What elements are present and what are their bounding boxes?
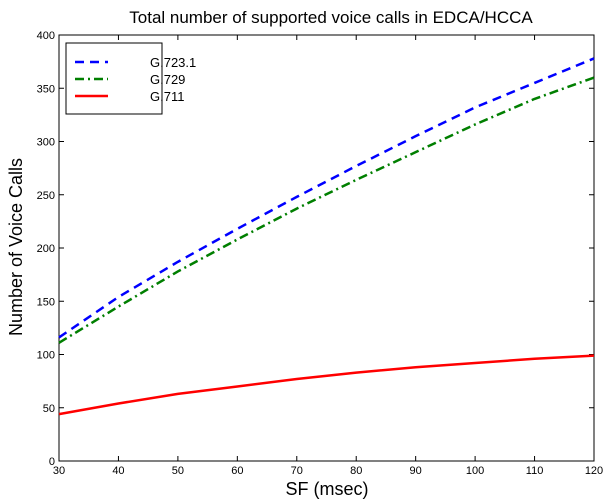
y-tick-label: 150 (37, 296, 55, 308)
legend-label: G.729 (150, 72, 185, 87)
legend-label: G.711 (150, 89, 184, 104)
plot-area: 30 40 50 60 70 80 90 100 110 120 0 50 100 150 200 250 30… (37, 30, 604, 477)
x-tick-label: 90 (410, 465, 422, 477)
y-axis-title: Number of Voice Calls (6, 158, 26, 336)
y-tick-label: 0 (49, 456, 55, 468)
x-tick-label: 40 (112, 465, 124, 477)
series-line-g-729 (58, 76, 595, 344)
legend-label: G.723.1 (150, 55, 196, 70)
y-tick-label: 400 (37, 30, 55, 42)
x-tick-label: 100 (466, 465, 484, 477)
x-tick-label: 80 (350, 465, 362, 477)
x-tick-label: 70 (291, 465, 303, 477)
y-tick-label: 250 (37, 190, 55, 202)
y-tick-label: 100 (37, 350, 55, 362)
series-line-g-711 (58, 354, 595, 416)
y-tick-label: 300 (37, 137, 55, 149)
x-tick-label: 110 (526, 465, 544, 477)
series-line-g-723-1 (58, 57, 595, 339)
x-tick-label: 120 (585, 465, 603, 477)
y-tick-label: 50 (43, 403, 55, 415)
x-tick-label: 50 (172, 465, 184, 477)
x-tick-label: 30 (53, 465, 65, 477)
legend: G.723.1 G.729 G.711 (65, 42, 196, 115)
y-tick-label: 350 (37, 83, 55, 95)
chart-title: Total number of supported voice calls in… (129, 8, 533, 27)
x-tick-label: 60 (231, 465, 243, 477)
x-axis-title: SF (msec) (286, 479, 369, 499)
y-tick-label: 200 (37, 243, 55, 255)
